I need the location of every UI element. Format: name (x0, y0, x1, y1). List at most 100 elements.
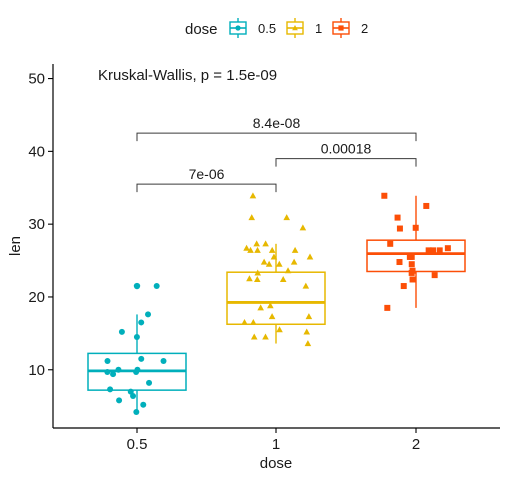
data-point (248, 214, 256, 221)
data-point (254, 246, 261, 253)
data-point (257, 304, 264, 311)
y-axis-label: len (7, 236, 24, 256)
data-point (303, 328, 311, 335)
data-point (396, 259, 403, 266)
data-point (400, 283, 407, 290)
data-point (408, 269, 415, 276)
data-point (430, 247, 437, 254)
data-point (305, 313, 313, 320)
data-point (138, 355, 145, 362)
legend-title: dose (185, 21, 218, 38)
data-point (444, 245, 451, 252)
data-point (408, 261, 415, 268)
data-point (302, 282, 310, 289)
comparison-bracket (136, 183, 277, 193)
data-point (104, 358, 111, 365)
box-outlier (133, 282, 141, 290)
boxes (87, 195, 466, 412)
legend: dose 0.5 1 2 (185, 18, 368, 38)
data-point (304, 340, 312, 347)
data-point (262, 240, 269, 247)
data-point (396, 225, 403, 232)
data-point (265, 260, 273, 267)
y-ticks: 10 20 30 40 50 (28, 71, 53, 379)
data-point (387, 240, 394, 247)
data-points (104, 192, 451, 415)
legend-key-symbol (292, 25, 298, 31)
data-point (116, 397, 123, 404)
y-tick-label: 10 (28, 362, 45, 379)
data-point (423, 202, 430, 209)
data-point (146, 379, 153, 386)
data-point (394, 214, 401, 221)
x-tick-label: 0.5 (127, 436, 148, 453)
comparison-brackets: 7e-06 0.00018 8.4e-08 (136, 115, 417, 193)
data-point (384, 304, 391, 311)
data-point (279, 276, 287, 283)
data-point (243, 244, 250, 251)
data-point (138, 319, 145, 326)
comparison-bracket (136, 132, 417, 142)
data-point (140, 401, 147, 408)
y-tick-label: 40 (28, 143, 45, 160)
legend-key-symbol (338, 25, 344, 31)
data-point (118, 328, 125, 335)
data-point (127, 388, 134, 395)
data-point (425, 247, 432, 254)
legend-key-symbol (235, 25, 241, 31)
legend-label: 1 (315, 21, 322, 36)
y-tick-label: 20 (28, 289, 45, 306)
data-point (160, 358, 167, 365)
data-point (275, 260, 283, 267)
data-point (381, 192, 388, 199)
x-axis-label: dose (260, 455, 293, 472)
y-tick-label: 50 (28, 71, 45, 88)
data-point (268, 246, 276, 253)
data-point (268, 313, 276, 320)
data-point (250, 333, 258, 340)
data-point (262, 333, 269, 340)
data-point (107, 386, 114, 393)
data-point (276, 326, 283, 333)
data-point (306, 253, 314, 260)
data-point (408, 253, 415, 260)
data-point (249, 192, 257, 199)
data-point (247, 246, 254, 253)
legend-label: 0.5 (258, 21, 276, 36)
data-point (133, 408, 140, 415)
data-point (104, 368, 111, 375)
box-body (366, 239, 466, 273)
data-point (253, 240, 260, 247)
x-tick-label: 2 (412, 436, 420, 453)
comparison-p-label: 7e-06 (189, 166, 225, 182)
kruskal-wallis-annotation: Kruskal-Wallis, p = 1.5e-09 (98, 67, 277, 84)
data-point (153, 283, 160, 290)
data-point (254, 269, 262, 276)
data-point (299, 224, 307, 231)
x-tick-label: 1 (272, 436, 280, 453)
data-point (267, 302, 274, 309)
data-point (145, 311, 152, 318)
data-point (283, 214, 290, 221)
legend-label: 2 (361, 21, 368, 36)
comparison-bracket (275, 158, 417, 167)
data-point (246, 275, 253, 282)
data-point (270, 253, 278, 260)
data-point (241, 318, 248, 325)
data-point (133, 334, 140, 340)
comparison-p-label: 8.4e-08 (253, 115, 301, 131)
data-point (110, 371, 117, 378)
data-point (436, 247, 443, 254)
data-point (431, 272, 438, 279)
data-point (284, 267, 292, 274)
data-point (291, 246, 299, 253)
data-point (412, 224, 419, 231)
data-point (133, 368, 140, 375)
data-point (409, 276, 416, 283)
comparison-p-label: 0.00018 (321, 141, 372, 157)
y-tick-label: 30 (28, 216, 45, 233)
data-point (290, 258, 298, 265)
data-point (250, 318, 257, 325)
x-ticks: 0.5 1 2 (127, 428, 420, 453)
